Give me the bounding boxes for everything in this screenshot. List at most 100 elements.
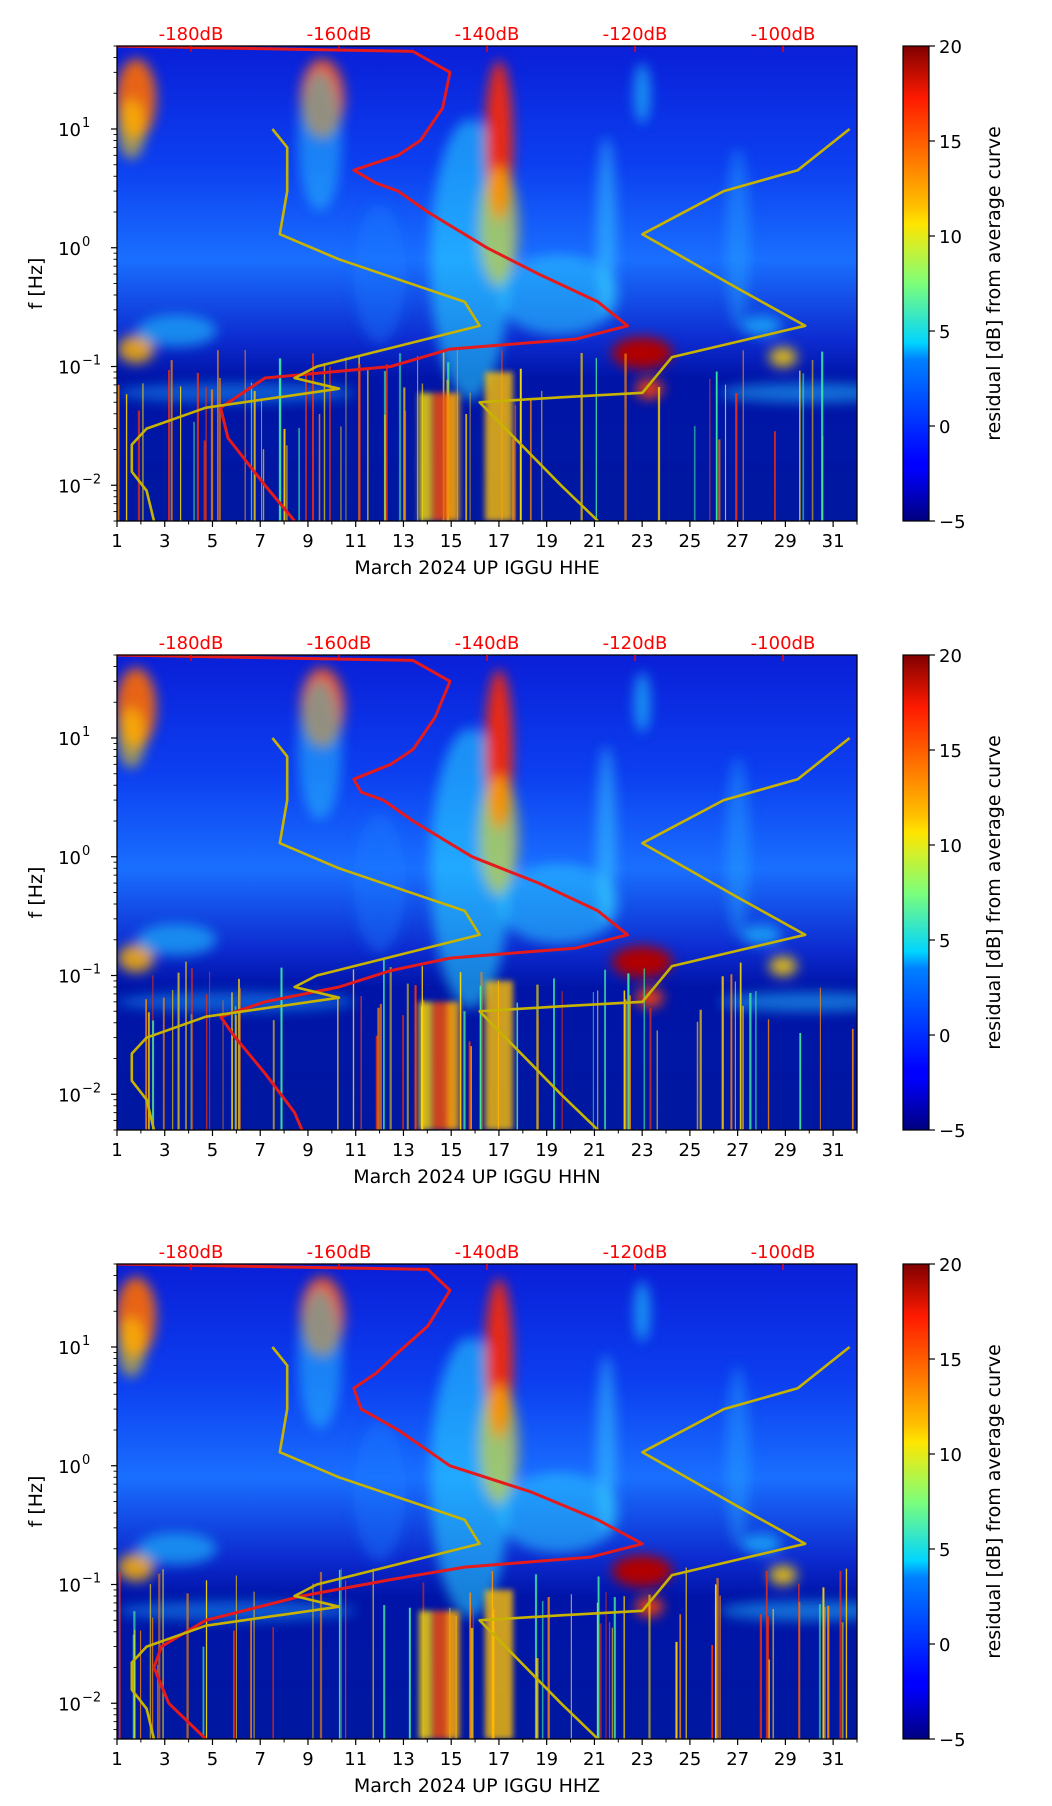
y-tick-exponent: 0 <box>82 844 90 859</box>
colorbar-tick-label: 15 <box>939 132 962 153</box>
nlnm-curve <box>130 128 481 521</box>
colorbar-tick-label: 5 <box>939 322 950 343</box>
y-tick-exponent: −2 <box>82 1081 101 1096</box>
y-tick-label: 10 <box>58 239 81 260</box>
x-tick-label: 29 <box>774 1749 797 1770</box>
x-tick-label: 19 <box>535 531 558 552</box>
y-axis-label: f [Hz] <box>25 258 47 310</box>
x-tick-label: 3 <box>159 531 170 552</box>
x-tick-label: 25 <box>678 531 701 552</box>
y-tick-exponent: 0 <box>82 1453 90 1468</box>
db-tick-label: -160dB <box>307 633 372 654</box>
x-tick-label: 31 <box>822 1140 845 1161</box>
y-axis-label: f [Hz] <box>25 1476 47 1528</box>
x-tick-label: 23 <box>631 1140 654 1161</box>
x-tick-label: 7 <box>254 531 265 552</box>
colorbar-label: residual [dB] from average curve <box>983 735 1005 1050</box>
nhnm-curve <box>478 127 851 521</box>
x-tick-label: 29 <box>774 1140 797 1161</box>
db-tick-label: -180dB <box>159 1242 224 1263</box>
x-tick-label: 31 <box>822 1749 845 1770</box>
y-tick-label: 10 <box>58 1457 81 1478</box>
colorbar-tick-label: 20 <box>939 1255 962 1276</box>
x-tick-label: 29 <box>774 531 797 552</box>
db-tick-label: -100dB <box>751 24 816 45</box>
x-tick-label: 17 <box>487 531 510 552</box>
x-tick-label: 1 <box>111 1749 122 1770</box>
y-tick-label: 10 <box>58 1694 81 1715</box>
x-tick-label: 23 <box>631 1749 654 1770</box>
nlnm-curve <box>130 1346 481 1739</box>
x-tick-label: 21 <box>583 1140 606 1161</box>
x-tick-label: 13 <box>392 1140 415 1161</box>
x-tick-label: 27 <box>726 1140 749 1161</box>
colorbar: −5 0 5 10 15 20 residual [dB] from average cur… <box>902 37 1005 533</box>
x-tick-label: 9 <box>302 531 313 552</box>
colorbar-tick-label: 0 <box>939 1635 950 1656</box>
x-tick-label: 9 <box>302 1140 313 1161</box>
x-axis-label: March 2024 UP IGGU HHZ <box>354 1775 600 1797</box>
x-tick-label: 21 <box>583 1749 606 1770</box>
x-tick-label: 19 <box>535 1140 558 1161</box>
nhnm-curve <box>478 736 851 1130</box>
heatmap-blobs <box>117 667 857 1012</box>
x-tick-label: 9 <box>302 1749 313 1770</box>
db-tick-label: -120dB <box>603 1242 668 1263</box>
colorbar-tick-label: 15 <box>939 1350 962 1371</box>
x-tick-label: 17 <box>487 1749 510 1770</box>
y-tick-label: 10 <box>58 476 81 497</box>
heatmap-blobs <box>117 1276 857 1621</box>
x-tick-label: 19 <box>535 1749 558 1770</box>
colorbar-gradient <box>903 1264 929 1739</box>
colorbar-tick-label: 0 <box>939 1026 950 1047</box>
db-tick-label: -120dB <box>603 633 668 654</box>
db-tick-label: -180dB <box>159 633 224 654</box>
x-tick-label: 13 <box>392 531 415 552</box>
colorbar-tick-label: −5 <box>939 1121 966 1142</box>
db-tick-label: -140dB <box>455 1242 520 1263</box>
colorbar-gradient <box>903 46 929 521</box>
y-tick-exponent: 0 <box>82 235 90 250</box>
spectrogram <box>117 46 857 521</box>
y-tick-exponent: 1 <box>82 725 90 740</box>
spectrogram <box>117 1264 857 1739</box>
y-tick-label: 10 <box>58 1576 81 1597</box>
x-tick-label: 17 <box>487 1140 510 1161</box>
x-tick-label: 27 <box>726 1749 749 1770</box>
heatmap-hot-bands <box>418 1589 513 1739</box>
db-tick-label: -180dB <box>159 24 224 45</box>
y-tick-exponent: −2 <box>82 1690 101 1705</box>
colorbar: −5 0 5 10 15 20 residual [dB] from average cur… <box>902 1255 1005 1751</box>
db-tick-label: -140dB <box>455 633 520 654</box>
db-tick-label: -140dB <box>455 24 520 45</box>
x-tick-label: 11 <box>344 1749 367 1770</box>
nhnm-curve <box>478 1345 851 1739</box>
heatmap-hot-bands <box>418 980 513 1130</box>
x-tick-label: 5 <box>207 1140 218 1161</box>
heatmap-blobs <box>117 58 857 403</box>
colorbar-tick-label: 10 <box>939 227 962 248</box>
colorbar-tick-label: −5 <box>939 512 966 533</box>
y-tick-label: 10 <box>58 967 81 988</box>
x-tick-label: 21 <box>583 531 606 552</box>
x-axis-label: March 2024 UP IGGU HHN <box>353 1166 601 1188</box>
x-tick-label: 25 <box>678 1140 701 1161</box>
db-tick-label: -120dB <box>603 24 668 45</box>
y-tick-label: 10 <box>58 120 81 141</box>
db-tick-label: -100dB <box>751 633 816 654</box>
x-tick-label: 25 <box>678 1749 701 1770</box>
y-tick-exponent: 1 <box>82 1334 90 1349</box>
y-axis-label: f [Hz] <box>25 867 47 919</box>
x-tick-label: 7 <box>254 1749 265 1770</box>
x-tick-label: 31 <box>822 531 845 552</box>
colorbar-tick-label: 20 <box>939 37 962 58</box>
x-tick-label: 1 <box>111 531 122 552</box>
colorbar-tick-label: 5 <box>939 1540 950 1561</box>
spectrogram <box>117 655 857 1130</box>
y-tick-exponent: −1 <box>82 1572 101 1587</box>
x-tick-label: 27 <box>726 531 749 552</box>
